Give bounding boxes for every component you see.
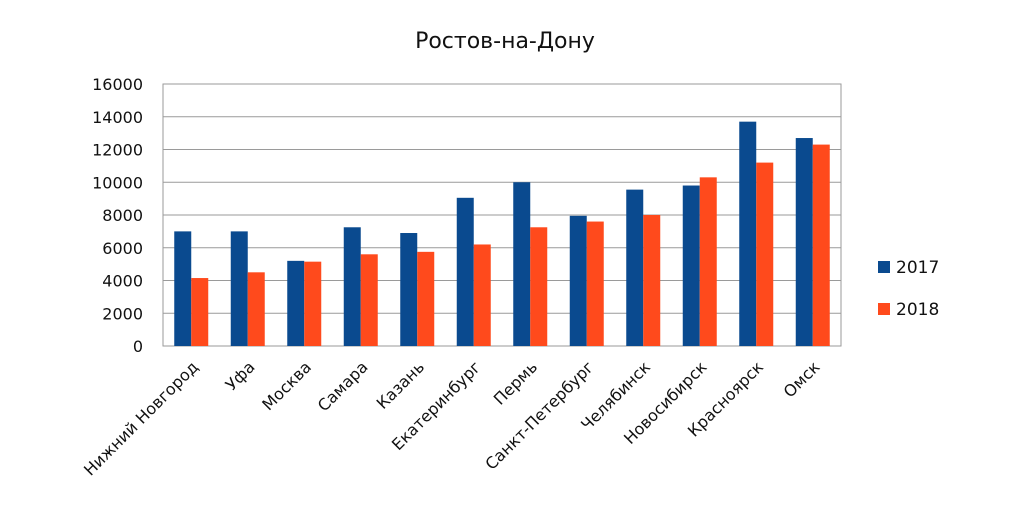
legend-swatch-2017 <box>878 261 890 273</box>
legend-label: 2017 <box>896 258 939 278</box>
bar-2018-0 <box>191 278 209 346</box>
y-tick-label: 4000 <box>102 272 143 291</box>
y-tick-label: 12000 <box>92 141 143 160</box>
y-tick-label: 16000 <box>92 75 143 94</box>
plot-area-border <box>162 83 842 347</box>
y-tick-label: 6000 <box>102 239 143 258</box>
grid-lines <box>162 83 842 347</box>
bar-2017-1 <box>230 231 248 346</box>
x-category-label: Омск <box>780 357 824 401</box>
bar-2017-2 <box>287 260 305 346</box>
x-category-label: Казань <box>373 357 428 412</box>
y-tick-label: 0 <box>133 337 143 356</box>
bar-2018-6 <box>530 227 548 346</box>
y-tick-label: 8000 <box>102 206 143 225</box>
y-tick-label: 2000 <box>102 304 143 323</box>
bar-2017-7 <box>569 215 587 346</box>
bar-2017-9 <box>682 185 700 346</box>
bar-2018-5 <box>473 244 491 346</box>
bar-2018-11 <box>812 144 830 346</box>
bar-2017-4 <box>400 233 418 346</box>
bars <box>174 121 830 346</box>
legend: 2017 2018 <box>878 258 939 320</box>
x-category-label: Уфа <box>222 357 259 394</box>
x-category-label: Санкт-Петербург <box>481 357 597 473</box>
bar-2017-5 <box>456 197 474 346</box>
bar-2018-7 <box>586 221 604 346</box>
bar-2017-8 <box>626 189 644 346</box>
bar-2017-3 <box>343 227 361 346</box>
bar-2017-6 <box>513 182 531 346</box>
bar-2018-9 <box>699 177 717 346</box>
bar-2018-8 <box>643 215 661 346</box>
y-axis-ticks: 0 2000 4000 6000 8000 10000 12000 14000 16000 <box>92 75 143 356</box>
x-category-label: Москва <box>258 357 315 414</box>
bar-2018-2 <box>304 261 322 346</box>
legend-label: 2018 <box>896 300 939 320</box>
chart-title: Ростов-на-Дону <box>415 29 595 54</box>
legend-swatch-2018 <box>878 303 890 315</box>
bar-2018-3 <box>360 254 378 346</box>
x-category-label: Самара <box>314 357 372 415</box>
x-category-label: Нижний Новгород <box>80 357 202 479</box>
bar-2018-4 <box>417 251 435 346</box>
bar-2017-0 <box>174 231 192 346</box>
bar-2017-11 <box>795 138 813 346</box>
y-tick-label: 14000 <box>92 108 143 127</box>
bar-2018-1 <box>247 272 265 346</box>
x-category-label: Пермь <box>490 357 541 408</box>
y-tick-label: 10000 <box>92 173 143 192</box>
bar-2018-10 <box>756 162 774 346</box>
bar-2017-10 <box>739 121 757 346</box>
